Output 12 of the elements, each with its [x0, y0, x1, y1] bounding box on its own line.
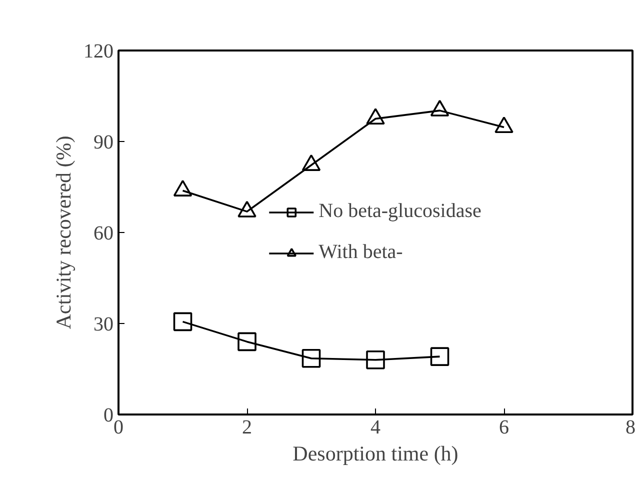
y-tick-label: 90: [94, 132, 114, 154]
y-tick-label: 30: [94, 314, 114, 336]
legend-label: With beta-: [318, 241, 403, 264]
x-axis-title: Desorption time (h): [292, 442, 458, 466]
x-tick-label: 2: [242, 416, 252, 438]
x-tick-label: 8: [626, 416, 635, 438]
y-axis-title: Activity recovered (%): [52, 136, 76, 330]
y-tick-label: 120: [84, 40, 114, 62]
legend-label: No beta-glucosidase: [318, 200, 482, 223]
x-tick-label: 4: [370, 416, 380, 438]
y-tick-label: 60: [94, 222, 114, 244]
x-tick-label: 6: [499, 416, 509, 438]
